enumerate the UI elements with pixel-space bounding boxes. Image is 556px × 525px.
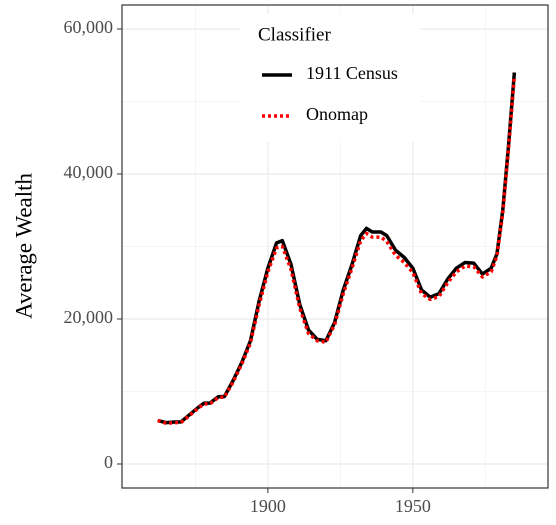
- y-tick-label: 40,000: [64, 162, 114, 182]
- y-tick-label: 60,000: [64, 17, 114, 37]
- plot-border: [121, 4, 549, 489]
- legend-label: Onomap: [306, 104, 368, 124]
- legend-box: [240, 14, 420, 142]
- legend-title: Classifier: [258, 24, 331, 45]
- legend-label: 1911 Census: [306, 63, 398, 83]
- y-tick-label: 0: [104, 452, 113, 472]
- y-axis-label: Average Wealth: [11, 172, 36, 319]
- legend: Classifier 1911 Census Onomap: [240, 14, 420, 142]
- x-tick-label: 1900: [250, 496, 286, 516]
- y-tick-label: 20,000: [64, 307, 114, 327]
- x-tick-label: 1950: [395, 496, 431, 516]
